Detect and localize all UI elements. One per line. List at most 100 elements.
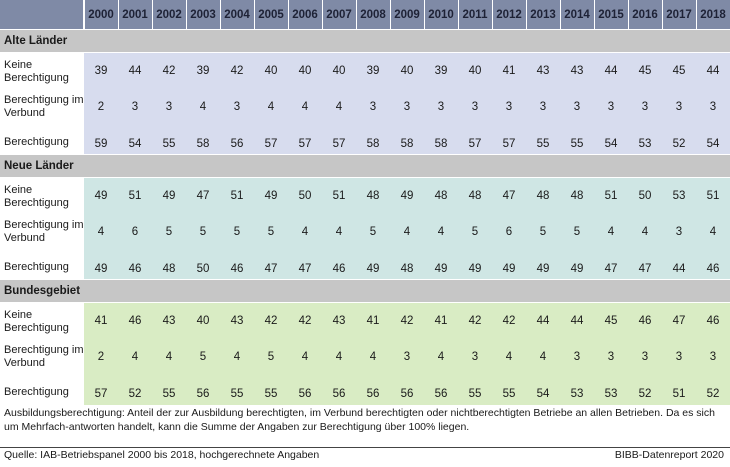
header-divider (220, 0, 221, 29)
table-cell: 4 (369, 351, 377, 363)
table-cell: 6 (505, 226, 513, 238)
table-cell: 57 (468, 138, 482, 150)
section-divider (0, 29, 730, 30)
year-header-cell: 2009 (394, 8, 420, 21)
table-cell: 3 (539, 101, 547, 113)
header-divider (458, 0, 459, 29)
header-divider (628, 0, 629, 29)
header-divider (662, 0, 663, 29)
table-cell: 3 (403, 351, 411, 363)
table-cell: 3 (607, 101, 615, 113)
table-cell: 39 (366, 65, 380, 77)
table-cell: 56 (400, 388, 414, 400)
table-cell: 49 (502, 263, 516, 275)
table-cell: 3 (369, 101, 377, 113)
table-cell: 51 (672, 388, 686, 400)
table-cell: 5 (199, 351, 207, 363)
header-divider (594, 0, 595, 29)
row-label: Berechtigung im Verbund (4, 94, 84, 119)
table-cell: 45 (638, 65, 652, 77)
table-cell: 46 (638, 315, 652, 327)
table-cell: 43 (162, 315, 176, 327)
table-cell: 42 (502, 315, 516, 327)
row-label: Keine Berechtigung (4, 309, 69, 334)
table-cell: 3 (675, 101, 683, 113)
table-cell: 3 (675, 226, 683, 238)
row-label: Berechtigung (4, 261, 69, 273)
row-label-column (0, 303, 84, 405)
table-cell: 42 (298, 315, 312, 327)
table-cell: 4 (709, 226, 717, 238)
table-cell: 54 (706, 138, 720, 150)
table-cell: 55 (536, 138, 550, 150)
table-cell: 48 (434, 190, 448, 202)
table-cell: 55 (502, 388, 516, 400)
table-cell: 39 (434, 65, 448, 77)
table-cell: 53 (672, 190, 686, 202)
table-cell: 49 (468, 263, 482, 275)
table-cell: 48 (400, 263, 414, 275)
table-cell: 40 (332, 65, 346, 77)
year-header-cell: 2014 (564, 8, 590, 21)
table-cell: 41 (366, 315, 380, 327)
data-table: 2000 2001 2002 2003 2004 2005 2006 2007 2008 2009… (0, 0, 730, 405)
table-cell: 4 (301, 101, 309, 113)
table-cell: 3 (505, 101, 513, 113)
table-cell: 56 (332, 388, 346, 400)
table-cell: 50 (298, 190, 312, 202)
table-cell: 41 (502, 65, 516, 77)
table-cell: 58 (366, 138, 380, 150)
year-header-cell: 2001 (122, 8, 148, 21)
table-cell: 5 (573, 226, 581, 238)
table-cell: 54 (604, 138, 618, 150)
row-label: Berechtigung im Verbund (4, 219, 84, 244)
header-corner-cell (0, 0, 84, 29)
table-cell: 48 (570, 190, 584, 202)
table-cell: 5 (471, 226, 479, 238)
table-cell: 4 (437, 351, 445, 363)
table-cell: 49 (264, 190, 278, 202)
table-cell: 58 (196, 138, 210, 150)
header-divider (356, 0, 357, 29)
table-cell: 5 (267, 226, 275, 238)
year-header-cell: 2017 (666, 8, 692, 21)
table-cell: 4 (97, 226, 105, 238)
row-label-column (0, 178, 84, 280)
table-cell: 39 (94, 65, 108, 77)
table-cell: 49 (400, 190, 414, 202)
table-cell: 47 (604, 263, 618, 275)
table-cell: 5 (369, 226, 377, 238)
table-cell: 54 (128, 138, 142, 150)
table-cell: 56 (230, 138, 244, 150)
table-cell: 54 (536, 388, 550, 400)
table-header-row: 2000 2001 2002 2003 2004 2005 2006 2007 2008 2009… (0, 0, 730, 29)
table-cell: 4 (607, 226, 615, 238)
section-heading: Neue Länder (0, 155, 730, 177)
year-header-cell: 2018 (700, 8, 726, 21)
year-header-cell: 2006 (292, 8, 318, 21)
table-cell: 46 (128, 263, 142, 275)
table-cell: 48 (536, 190, 550, 202)
table-cell: 58 (434, 138, 448, 150)
header-divider (186, 0, 187, 29)
source-note: Quelle: IAB-Betriebspanel 2000 bis 2018,… (4, 449, 320, 461)
table-cell: 42 (400, 315, 414, 327)
row-label: Berechtigung (4, 136, 69, 148)
table-cell: 3 (233, 101, 241, 113)
table-cell: 48 (366, 190, 380, 202)
table-cell: 51 (128, 190, 142, 202)
table-cell: 3 (607, 351, 615, 363)
table-cell: 50 (638, 190, 652, 202)
table-cell: 53 (638, 138, 652, 150)
section-heading: Bundesgebiet (0, 280, 730, 302)
table-cell: 6 (131, 226, 139, 238)
section-divider (0, 279, 730, 280)
row-label: Keine Berechtigung (4, 184, 69, 209)
row-label: Keine Berechtigung (4, 59, 69, 84)
table-cell: 53 (604, 388, 618, 400)
table-cell: 49 (94, 263, 108, 275)
table-cell: 46 (128, 315, 142, 327)
table-cell: 5 (267, 351, 275, 363)
section-heading: Alte Länder (0, 30, 730, 52)
table-cell: 55 (162, 388, 176, 400)
